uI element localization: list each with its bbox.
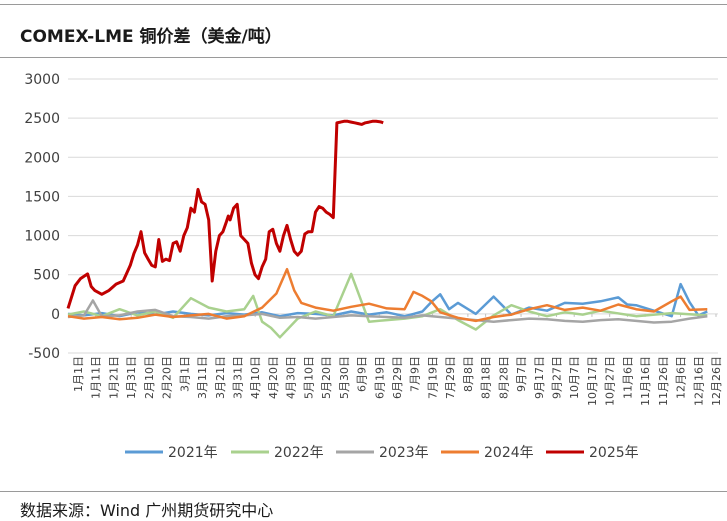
x-tick-label: 7月19日 [426, 356, 439, 399]
y-tick-label: 0 [51, 307, 60, 323]
x-tick-label: 6月29日 [391, 356, 404, 399]
x-tick-label: 3月21日 [214, 356, 227, 399]
series-line-2023年 [67, 299, 708, 324]
x-tick-label: 2月20日 [161, 356, 174, 399]
x-tick-label: 10月7日 [568, 356, 581, 399]
x-tick-label: 7月29日 [444, 356, 457, 399]
y-tick-label: 2000 [24, 150, 60, 166]
x-tick-label: 11月26日 [657, 356, 670, 406]
x-tick-label: 8月8日 [462, 356, 475, 392]
x-tick-label: 8月18日 [480, 356, 493, 399]
x-tick-label: 6月19日 [373, 356, 386, 399]
x-tick-label: 1月21日 [107, 356, 120, 399]
x-tick-label: 5月30日 [338, 356, 351, 399]
x-tick-label: 7月9日 [409, 356, 422, 392]
x-tick-label: 5月20日 [320, 356, 333, 399]
legend-label: 2023年 [379, 445, 429, 461]
x-tick-label: 4月30日 [285, 356, 298, 399]
y-tick-label: 3000 [24, 72, 60, 88]
top-border [0, 4, 727, 5]
y-tick-label: 1500 [24, 189, 60, 205]
legend-label: 2022年 [274, 445, 324, 461]
x-tick-label: 6月9日 [356, 356, 369, 392]
x-tick-label: 12月26日 [710, 356, 723, 406]
x-tick-label: 1月1日 [72, 356, 85, 392]
x-tick-label: 10月27日 [604, 356, 617, 406]
x-tick-label: 11月6日 [621, 356, 634, 399]
x-tick-label: 1月31日 [125, 356, 138, 399]
series-line-2024年 [67, 267, 708, 323]
legend-label: 2024年 [484, 445, 534, 461]
series-line-2025年 [66, 119, 384, 309]
x-tick-label: 9月27日 [551, 356, 564, 399]
x-tick-label: 1月11日 [90, 356, 103, 399]
title-divider [0, 57, 727, 58]
x-tick-label: 3月31日 [232, 356, 245, 399]
legend: 2021年 2022年 2023年 2024年 2025年 [125, 445, 639, 461]
x-tick-label: 12月6日 [675, 356, 688, 399]
chart-title: COMEX-LME 铜价差（美金/吨） [20, 27, 282, 47]
series-lines [66, 119, 708, 339]
x-tick-label: 11月16日 [639, 356, 652, 406]
x-tick-label: 2月10日 [143, 356, 156, 399]
legend-label: 2021年 [168, 445, 218, 461]
bottom-divider [0, 491, 727, 492]
x-tick-label: 12月16日 [692, 356, 705, 406]
x-tick-label: 3月11日 [196, 356, 209, 399]
x-tick-label: 4月10日 [249, 356, 262, 399]
x-tick-label: 9月7日 [515, 356, 528, 392]
x-tick-label: 4月20日 [267, 356, 280, 399]
y-tick-label: 1000 [24, 229, 60, 245]
y-tick-label: 500 [33, 268, 60, 284]
x-tick-label: 8月28日 [497, 356, 510, 399]
x-axis: 1月1日 1月11日 1月21日 1月31日 2月10日 2月20日 3月1日 3月11日 3月… [72, 313, 723, 406]
x-tick-label: 10月17日 [586, 356, 599, 406]
x-tick-label: 3月1日 [178, 356, 191, 392]
y-axis: -500 0 500 1000 1500 2000 2500 3000 [24, 72, 60, 362]
legend-label: 2025年 [589, 445, 639, 461]
y-tick-label: -500 [28, 346, 60, 362]
source-note: 数据来源：Wind 广州期货研究中心 [20, 501, 274, 520]
x-tick-label: 9月17日 [533, 356, 546, 399]
y-tick-label: 2500 [24, 111, 60, 127]
x-tick-label: 5月10日 [302, 356, 315, 399]
